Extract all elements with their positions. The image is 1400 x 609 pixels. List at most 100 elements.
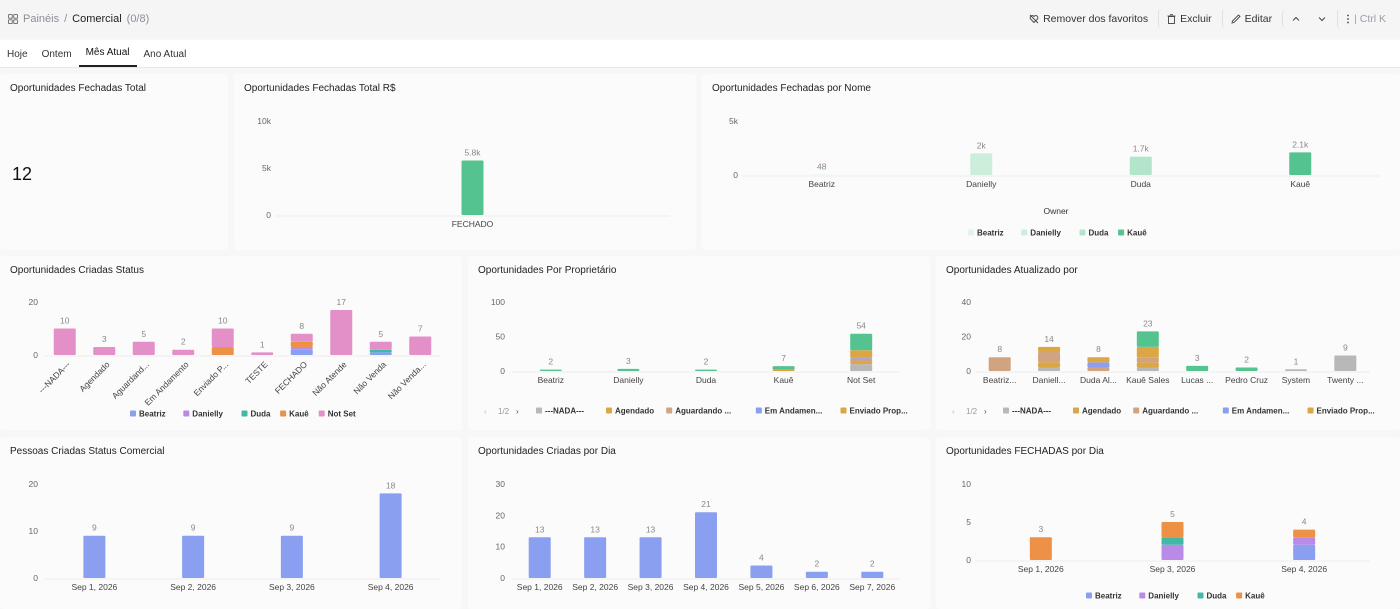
breadcrumb-current: Comercial	[72, 13, 122, 25]
bar-segment	[369, 352, 392, 355]
bar	[280, 535, 303, 578]
more-menu-button[interactable]: | Ctrl K	[1337, 9, 1392, 29]
data-label: 10	[60, 316, 70, 326]
card-criadas-por-dia[interactable]: Oportunidades Criadas por Dia 0 10 20 30 13 S…	[468, 437, 930, 609]
x-tick-label: Sep 1, 2026	[1018, 564, 1064, 574]
x-tick-label: Pedro Cruz	[1225, 375, 1268, 385]
y-tick-label: 10	[496, 542, 506, 552]
breadcrumb-count: (0/8)	[126, 13, 150, 25]
y-tick-label: 0	[266, 210, 271, 220]
bar-segment	[1161, 544, 1184, 560]
bar-segment	[1038, 352, 1061, 363]
data-label: 9	[1343, 342, 1348, 352]
data-label: 7	[781, 353, 786, 363]
data-label: 9	[290, 523, 295, 533]
card-fechadas-por-dia[interactable]: Oportunidades FECHADAS por Dia 0 5 10 3 Sep …	[936, 437, 1400, 609]
legend-swatch	[1197, 592, 1204, 599]
bar-segment	[290, 333, 313, 342]
legend-swatch	[1133, 407, 1140, 414]
legend-swatch	[241, 410, 248, 417]
y-tick-label: 0	[966, 555, 971, 565]
card-fechadas-por-nome[interactable]: Oportunidades Fechadas por Nome 0 5k 48 Bea…	[702, 74, 1400, 250]
chart-pessoas-criadas: 0 10 20 9 Sep 1, 2026 9 Sep 2, 2026 9 Sep 3, 202…	[29, 479, 440, 592]
delete-button[interactable]: Excluir	[1158, 9, 1218, 29]
y-tick-label: 20	[29, 297, 39, 307]
x-tick-label: Não Venda	[351, 359, 388, 396]
x-tick-label: Não Venda...	[386, 359, 428, 401]
tab-hoje[interactable]: Hoje	[7, 49, 28, 60]
legend-title: Owner	[1043, 206, 1068, 216]
bar-segment	[1136, 367, 1159, 371]
card-fechadas-total-rs[interactable]: Oportunidades Fechadas Total R$ 0 5k 10k 5.…	[234, 74, 696, 250]
pager-next-icon: ›	[516, 407, 519, 416]
edit-label: Editar	[1244, 13, 1273, 25]
bar-segment	[1029, 537, 1052, 560]
y-tick-label: 0	[500, 366, 505, 376]
y-tick-label: 10k	[257, 116, 271, 126]
bar-segment	[850, 364, 873, 371]
x-tick-label: Sep 5, 2026	[738, 582, 784, 592]
bar-segment	[1136, 362, 1159, 368]
tab-mes-atual[interactable]: Mês Atual	[78, 47, 137, 67]
x-tick-label: System	[1282, 375, 1310, 385]
dashboard-icon	[8, 14, 18, 24]
y-tick-label: 30	[496, 479, 506, 489]
bar	[379, 493, 402, 578]
bar	[461, 160, 484, 215]
card-criadas-status[interactable]: Oportunidades Criadas Status 0 20 10 ---NAD…	[0, 256, 462, 430]
breadcrumb-root[interactable]: Painéis	[23, 13, 60, 25]
y-tick-label: 0	[33, 350, 38, 360]
data-label: 8	[1096, 344, 1101, 354]
y-tick-label: 100	[491, 297, 505, 307]
period-tabs: Hoje Ontem Mês Atual Ano Atual	[0, 40, 1400, 68]
bar-segment	[1038, 346, 1061, 353]
y-tick-label: 5k	[262, 163, 272, 173]
legend-label: Kauê	[1245, 592, 1265, 601]
x-tick-label: Beatriz...	[983, 375, 1017, 385]
legend-label: Beatriz	[977, 229, 1004, 238]
legend-swatch	[840, 407, 847, 414]
legend-swatch	[536, 407, 542, 414]
kpi-value: 12	[12, 164, 33, 184]
data-label: 5	[378, 329, 383, 339]
heart-off-icon	[1029, 14, 1039, 24]
legend-swatch	[1073, 407, 1079, 414]
card-atualizado-por[interactable]: Oportunidades Atualizado por 0 20 40 8 Beatr…	[936, 256, 1400, 430]
card-pessoas-criadas[interactable]: Pessoas Criadas Status Comercial 0 10 20 9 S…	[0, 437, 462, 609]
remove-favorite-button[interactable]: Remover dos favoritos	[1023, 9, 1154, 29]
edit-button[interactable]: Editar	[1221, 9, 1278, 29]
legend-swatch	[1086, 592, 1092, 599]
x-tick-label: FECHADO	[452, 219, 494, 229]
chart-atualizado-por: 0 20 40 8 Beatriz... 14 Daniell... 8 Duda Al... 2…	[952, 297, 1375, 416]
x-tick-label: Sep 1, 2026	[517, 582, 563, 592]
x-tick-label: Lucas ...	[1181, 375, 1213, 385]
bar	[584, 537, 607, 578]
data-label: 3	[1195, 353, 1200, 363]
tab-ontem[interactable]: Ontem	[41, 49, 72, 60]
x-tick-label: Twenty ...	[1327, 375, 1363, 385]
bar	[805, 571, 828, 578]
bar-segment	[617, 368, 640, 371]
legend-label: Not Set	[328, 410, 356, 419]
legend-swatch	[1003, 407, 1009, 414]
card-oportunidades-fechadas-total[interactable]: Oportunidades Fechadas Total 12	[0, 74, 228, 250]
legend-swatch	[280, 410, 287, 417]
bar	[528, 537, 551, 578]
data-label: 54	[856, 321, 866, 331]
bar	[861, 571, 884, 578]
bar-segment	[988, 357, 1011, 371]
y-tick-label: 5	[966, 517, 971, 527]
previous-button[interactable]	[1282, 10, 1307, 28]
legend-swatch	[755, 407, 762, 414]
next-button[interactable]	[1311, 10, 1333, 28]
legend-swatch	[1222, 407, 1229, 414]
legend-label: Danielly	[192, 410, 223, 419]
card-por-proprietario[interactable]: Oportunidades Por Proprietário 0 50 100 2 Be…	[468, 256, 930, 430]
tab-ano-atual[interactable]: Ano Atual	[143, 49, 187, 60]
bar-segment	[1136, 331, 1159, 347]
x-tick-label: Sep 4, 2026	[683, 582, 729, 592]
bar-segment	[251, 352, 274, 355]
bar-segment	[695, 369, 717, 371]
pencil-icon	[1231, 14, 1241, 24]
legend-label: Aguardando ...	[1142, 407, 1198, 416]
